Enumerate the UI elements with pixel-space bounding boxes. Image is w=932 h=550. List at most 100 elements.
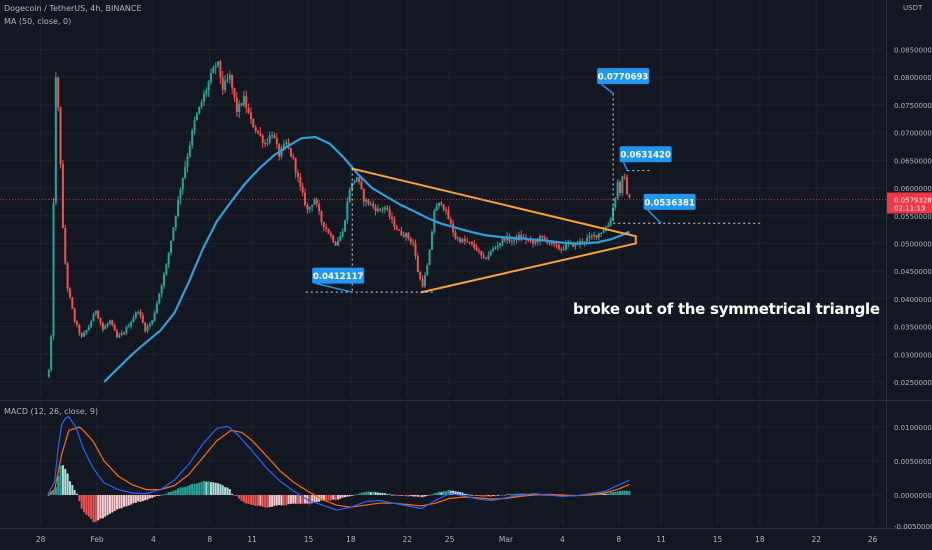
candle: [473, 239, 476, 251]
macd-histogram-bar: [470, 494, 473, 496]
macd-histogram-bar: [118, 495, 121, 509]
macd-histogram-bar: [492, 495, 495, 497]
candle-body: [184, 166, 187, 179]
macd-histogram-bar: [308, 495, 311, 505]
macd-histogram-bar: [332, 495, 335, 500]
candle-body: [555, 244, 558, 246]
candle-body: [120, 332, 123, 335]
candle: [438, 202, 441, 209]
candle-body: [388, 209, 391, 218]
candle: [235, 92, 238, 117]
candle-body: [280, 148, 283, 157]
candle: [231, 74, 234, 95]
macd-histogram-bar: [141, 495, 144, 502]
macd-histogram-bar: [228, 489, 231, 495]
candle: [233, 87, 236, 102]
candle-body: [339, 236, 342, 241]
candle-body: [329, 233, 332, 236]
candle-body: [430, 231, 433, 250]
candle-body: [336, 240, 339, 246]
candle-body: [485, 257, 488, 259]
macd-histogram-bar: [369, 492, 372, 495]
macd-histogram-bar: [421, 495, 424, 498]
candle: [597, 233, 600, 241]
candle: [205, 87, 208, 98]
macd-histogram-bar: [130, 495, 133, 505]
candle: [162, 271, 165, 290]
price-callout[interactable]: 0.0631420: [619, 146, 672, 171]
macd-histogram-bar: [461, 492, 464, 495]
macd-histogram-bar: [47, 495, 50, 496]
candle-body: [306, 204, 309, 210]
candle-body: [271, 135, 274, 137]
candle-body: [379, 208, 382, 210]
candle-body: [332, 235, 335, 242]
candle-body: [346, 201, 349, 221]
candle: [353, 179, 356, 186]
candle-body: [247, 108, 250, 113]
macd-histogram-bar: [155, 495, 158, 496]
candle-body: [273, 135, 276, 139]
candle-body: [167, 252, 170, 265]
candle-body: [614, 198, 617, 208]
candle-body: [174, 215, 177, 228]
price-callout[interactable]: 0.0412117: [312, 267, 365, 293]
candle-body: [348, 189, 351, 202]
candle: [548, 241, 551, 246]
candle: [273, 132, 276, 139]
macd-histogram-bar: [184, 486, 187, 495]
candle-body: [87, 326, 90, 330]
candle: [485, 257, 488, 260]
price-callout[interactable]: 0.0536381: [643, 193, 696, 224]
candle: [320, 210, 323, 226]
candle: [327, 228, 330, 235]
candle-body: [146, 326, 149, 332]
macd-histogram-bar: [202, 480, 205, 495]
candle: [54, 72, 57, 206]
candle: [626, 174, 629, 195]
macd-signal-line: [47, 426, 630, 508]
candle-body: [619, 181, 622, 194]
macd-histogram-bar: [158, 495, 161, 496]
macd-histogram-bar: [407, 495, 410, 497]
candle: [99, 317, 102, 326]
candle-body: [607, 225, 610, 228]
candle-body: [449, 218, 452, 224]
candle: [480, 250, 483, 260]
candle: [388, 205, 391, 220]
candle-body: [496, 245, 499, 248]
candle: [254, 125, 257, 134]
candle-body: [181, 178, 184, 190]
candle: [440, 200, 443, 207]
candle-body: [456, 238, 459, 240]
triangle-upper-line: [351, 167, 637, 238]
candle: [177, 196, 180, 218]
candle: [369, 201, 372, 207]
candle-body: [313, 199, 316, 205]
candle-body: [459, 238, 462, 243]
price-callout[interactable]: 0.0770693: [597, 68, 650, 95]
macd-histogram-bar: [282, 495, 285, 506]
macd-histogram-bar: [301, 495, 304, 504]
macd-histogram-bar: [311, 495, 314, 504]
price-axis-label: 0.0850000: [894, 47, 932, 55]
macd-histogram-bar: [374, 491, 377, 495]
candle-body: [275, 138, 278, 145]
candle: [76, 320, 79, 328]
macd-histogram-bar: [438, 491, 441, 495]
candle: [390, 212, 393, 224]
candle: [487, 251, 490, 261]
candle: [257, 130, 260, 135]
candle-body: [416, 256, 419, 272]
candle: [219, 60, 222, 85]
candle: [132, 315, 135, 323]
candle: [238, 99, 241, 118]
candle-body: [593, 235, 596, 237]
candle: [334, 241, 337, 246]
price-axis[interactable]: 0.0850000 0.0800000 0.0750000 0.0700000 0.06…: [894, 47, 932, 388]
macd-axis-label: 0.0000000: [894, 492, 932, 500]
time-axis[interactable]: 28 Feb 4 8 11 15 18 22 25 Mar 4 8 11 15 18 22 26: [36, 535, 878, 544]
candle-body: [414, 243, 417, 257]
candle-body: [233, 87, 236, 98]
